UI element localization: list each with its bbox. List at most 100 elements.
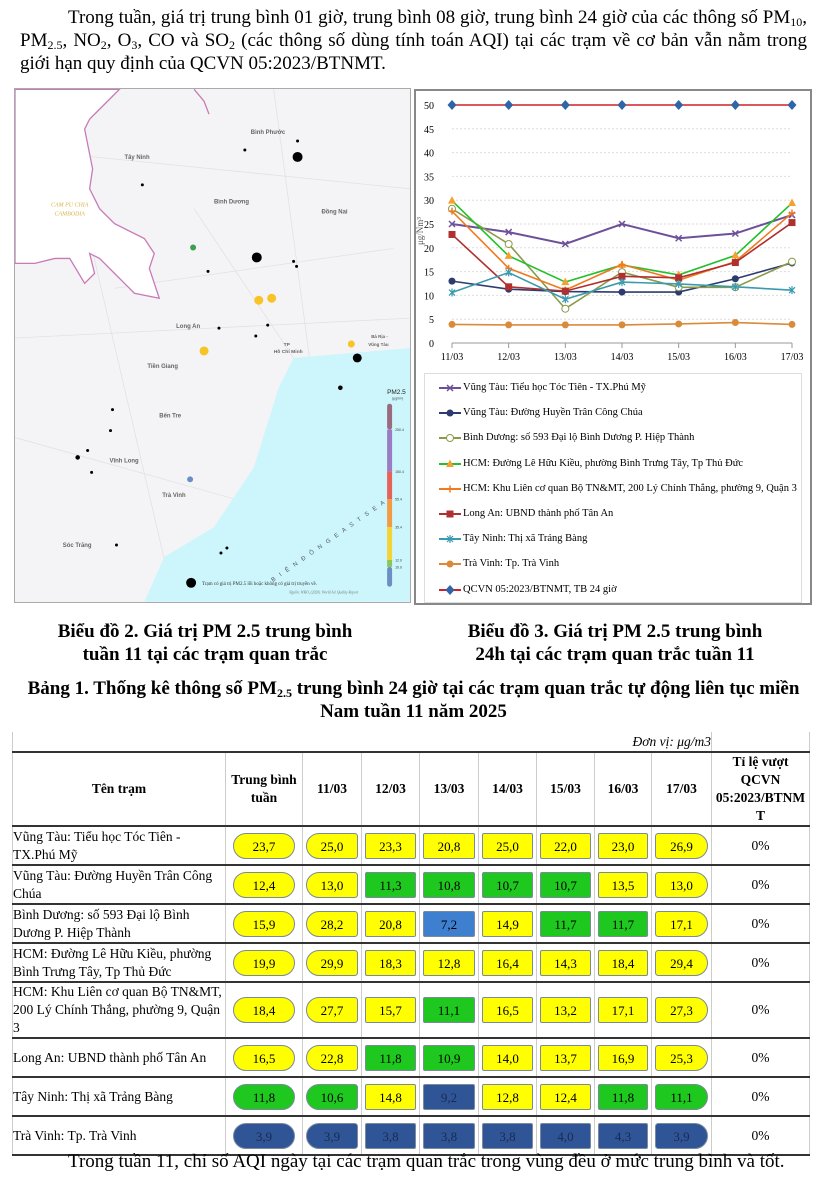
intro-paragraph: Trong tuần, giá trị trung bình 01 giờ, t… xyxy=(20,6,807,75)
exceed-ratio: 0% xyxy=(711,1038,811,1078)
data-point xyxy=(618,278,626,287)
data-point xyxy=(731,259,739,267)
series-line xyxy=(448,219,796,295)
value-cell: 17,1 xyxy=(650,904,713,944)
table-row: Trà Vinh: Tp. Trà Vinh 3,9 3,9 3,8 3,8 3,8 4,0… xyxy=(12,1116,811,1156)
data-point xyxy=(504,239,513,248)
value-cell: 10,7 xyxy=(536,865,595,905)
value-cell: 3,8 xyxy=(478,1116,537,1156)
data-point xyxy=(675,279,683,288)
value-cell: 27,3 xyxy=(650,982,713,1039)
value-cell: 12,4 xyxy=(536,1077,595,1117)
legend-label: HCM: Khu Liên cơ quan Bộ TN&MT, 200 Lý C… xyxy=(463,482,797,494)
value-cell: 29,9 xyxy=(302,943,362,983)
value-pill: 10,7 xyxy=(539,871,592,898)
value-pill: 3,8 xyxy=(422,1122,476,1149)
value-cell: 3,9 xyxy=(225,1116,303,1156)
data-point xyxy=(618,260,626,268)
value-cell: 11,3 xyxy=(361,865,420,905)
data-point xyxy=(446,535,454,544)
scale-segment xyxy=(387,429,393,472)
value-cell: 14,0 xyxy=(478,1038,537,1078)
header-date: 14/03 xyxy=(478,752,537,827)
data-point xyxy=(505,321,513,329)
data-point xyxy=(618,321,626,329)
value-cell: 29,4 xyxy=(650,943,713,983)
data-point xyxy=(448,320,456,328)
value-pill: 3,8 xyxy=(364,1122,417,1149)
value-pill: 28,2 xyxy=(305,910,359,937)
data-point xyxy=(448,230,456,238)
value-pill: 4,0 xyxy=(539,1122,592,1149)
data-point xyxy=(617,100,627,110)
chart-plot: 0 5 10 15 20 25 30 35 40 45 50 11/03 12/03 13/03 14/03… xyxy=(416,100,803,363)
map-label: Bình Dương xyxy=(214,200,249,206)
legend-item: Vũng Tàu: Đường Huyền Trân Công Chúa xyxy=(439,407,797,419)
data-point xyxy=(788,198,796,207)
value-pill: 14,0 xyxy=(481,1044,534,1071)
value-pill: 20,8 xyxy=(364,910,417,937)
map-label: Trà Vinh xyxy=(162,493,186,499)
sub: 2 xyxy=(100,38,107,52)
scale-segment xyxy=(387,527,393,560)
y-tick-label: 35 xyxy=(424,172,434,183)
series-line xyxy=(448,268,796,304)
value-pill: 22,0 xyxy=(539,832,592,859)
pm25-table: Đơn vị: μg/m3 Tên trạm Trung bình tuần 11/… xyxy=(11,732,811,1156)
value-pill: 17,1 xyxy=(597,997,649,1023)
data-point xyxy=(561,304,570,313)
value-cell: 3,8 xyxy=(361,1116,420,1156)
unit-label: Đơn vị: μg/m3 xyxy=(11,732,713,753)
legend-swatch xyxy=(439,584,461,595)
data-point xyxy=(675,234,683,242)
data-point xyxy=(561,240,569,248)
y-tick-label: 10 xyxy=(424,291,434,302)
value-cell: 11,1 xyxy=(419,982,479,1039)
legend-swatch xyxy=(439,535,461,544)
value-pill: 29,9 xyxy=(305,949,359,976)
station-name: Vũng Tàu: Đường Huyền Trân Công Chúa xyxy=(12,865,226,905)
value-pill: 10,9 xyxy=(422,1044,476,1071)
value-cell: 12,4 xyxy=(225,865,303,905)
value-pill: 25,0 xyxy=(305,832,359,859)
scale-segment xyxy=(387,566,393,587)
scale-tick: 250.4 xyxy=(395,428,404,432)
map-label: Hồ Chí Minh xyxy=(274,349,303,355)
station-name: Long An: UBND thành phố Tân An xyxy=(12,1038,226,1078)
pm25-color-scale: 250.4 150.4 55.4 35.4 12.0 10.0 xyxy=(387,403,404,587)
intro-text: , PM xyxy=(20,7,807,51)
data-point xyxy=(448,277,456,285)
legend-label: HCM: Đường Lê Hữu Kiều, phường Bình Trưn… xyxy=(463,457,744,469)
value-cell: 3,8 xyxy=(419,1116,479,1156)
data-point xyxy=(787,100,797,110)
map-label: Sóc Trăng xyxy=(63,543,92,549)
legend-swatch xyxy=(439,510,461,518)
value-pill: 7,2 xyxy=(422,910,476,937)
value-pill: 13,0 xyxy=(305,871,359,898)
header-date: 13/03 xyxy=(419,752,479,827)
value-cell: 11,8 xyxy=(594,1077,652,1117)
value-pill: 3,8 xyxy=(481,1122,534,1149)
value-pill: 23,7 xyxy=(232,832,296,859)
scale-tick: 12.0 xyxy=(395,558,402,562)
value-pill: 14,9 xyxy=(481,910,534,937)
value-pill: 13,7 xyxy=(539,1044,592,1071)
table-title: Bảng 1. Thống kê thông số PM2.5 trung bì… xyxy=(20,677,807,723)
data-point xyxy=(446,485,454,493)
sub: 10 xyxy=(790,15,803,29)
value-pill: 27,7 xyxy=(305,997,359,1023)
value-pill: 16,5 xyxy=(481,997,534,1023)
map-label: CAMBODIA xyxy=(55,212,86,218)
value-cell: 19,9 xyxy=(225,943,303,983)
series-line xyxy=(448,211,796,248)
data-point xyxy=(731,229,739,238)
x-tick-label: 11/03 xyxy=(441,352,463,363)
data-point xyxy=(561,321,569,329)
figure-2-caption: Biểu đồ 2. Giá trị PM 2.5 trung bình tuần… xyxy=(20,620,390,666)
data-point xyxy=(446,409,454,417)
value-cell: 16,5 xyxy=(478,982,537,1039)
value-pill: 25,3 xyxy=(654,1044,709,1071)
exceed-ratio: 0% xyxy=(711,1077,811,1117)
intro-text: , CO và SO xyxy=(137,30,230,51)
value-pill: 14,8 xyxy=(364,1083,417,1110)
